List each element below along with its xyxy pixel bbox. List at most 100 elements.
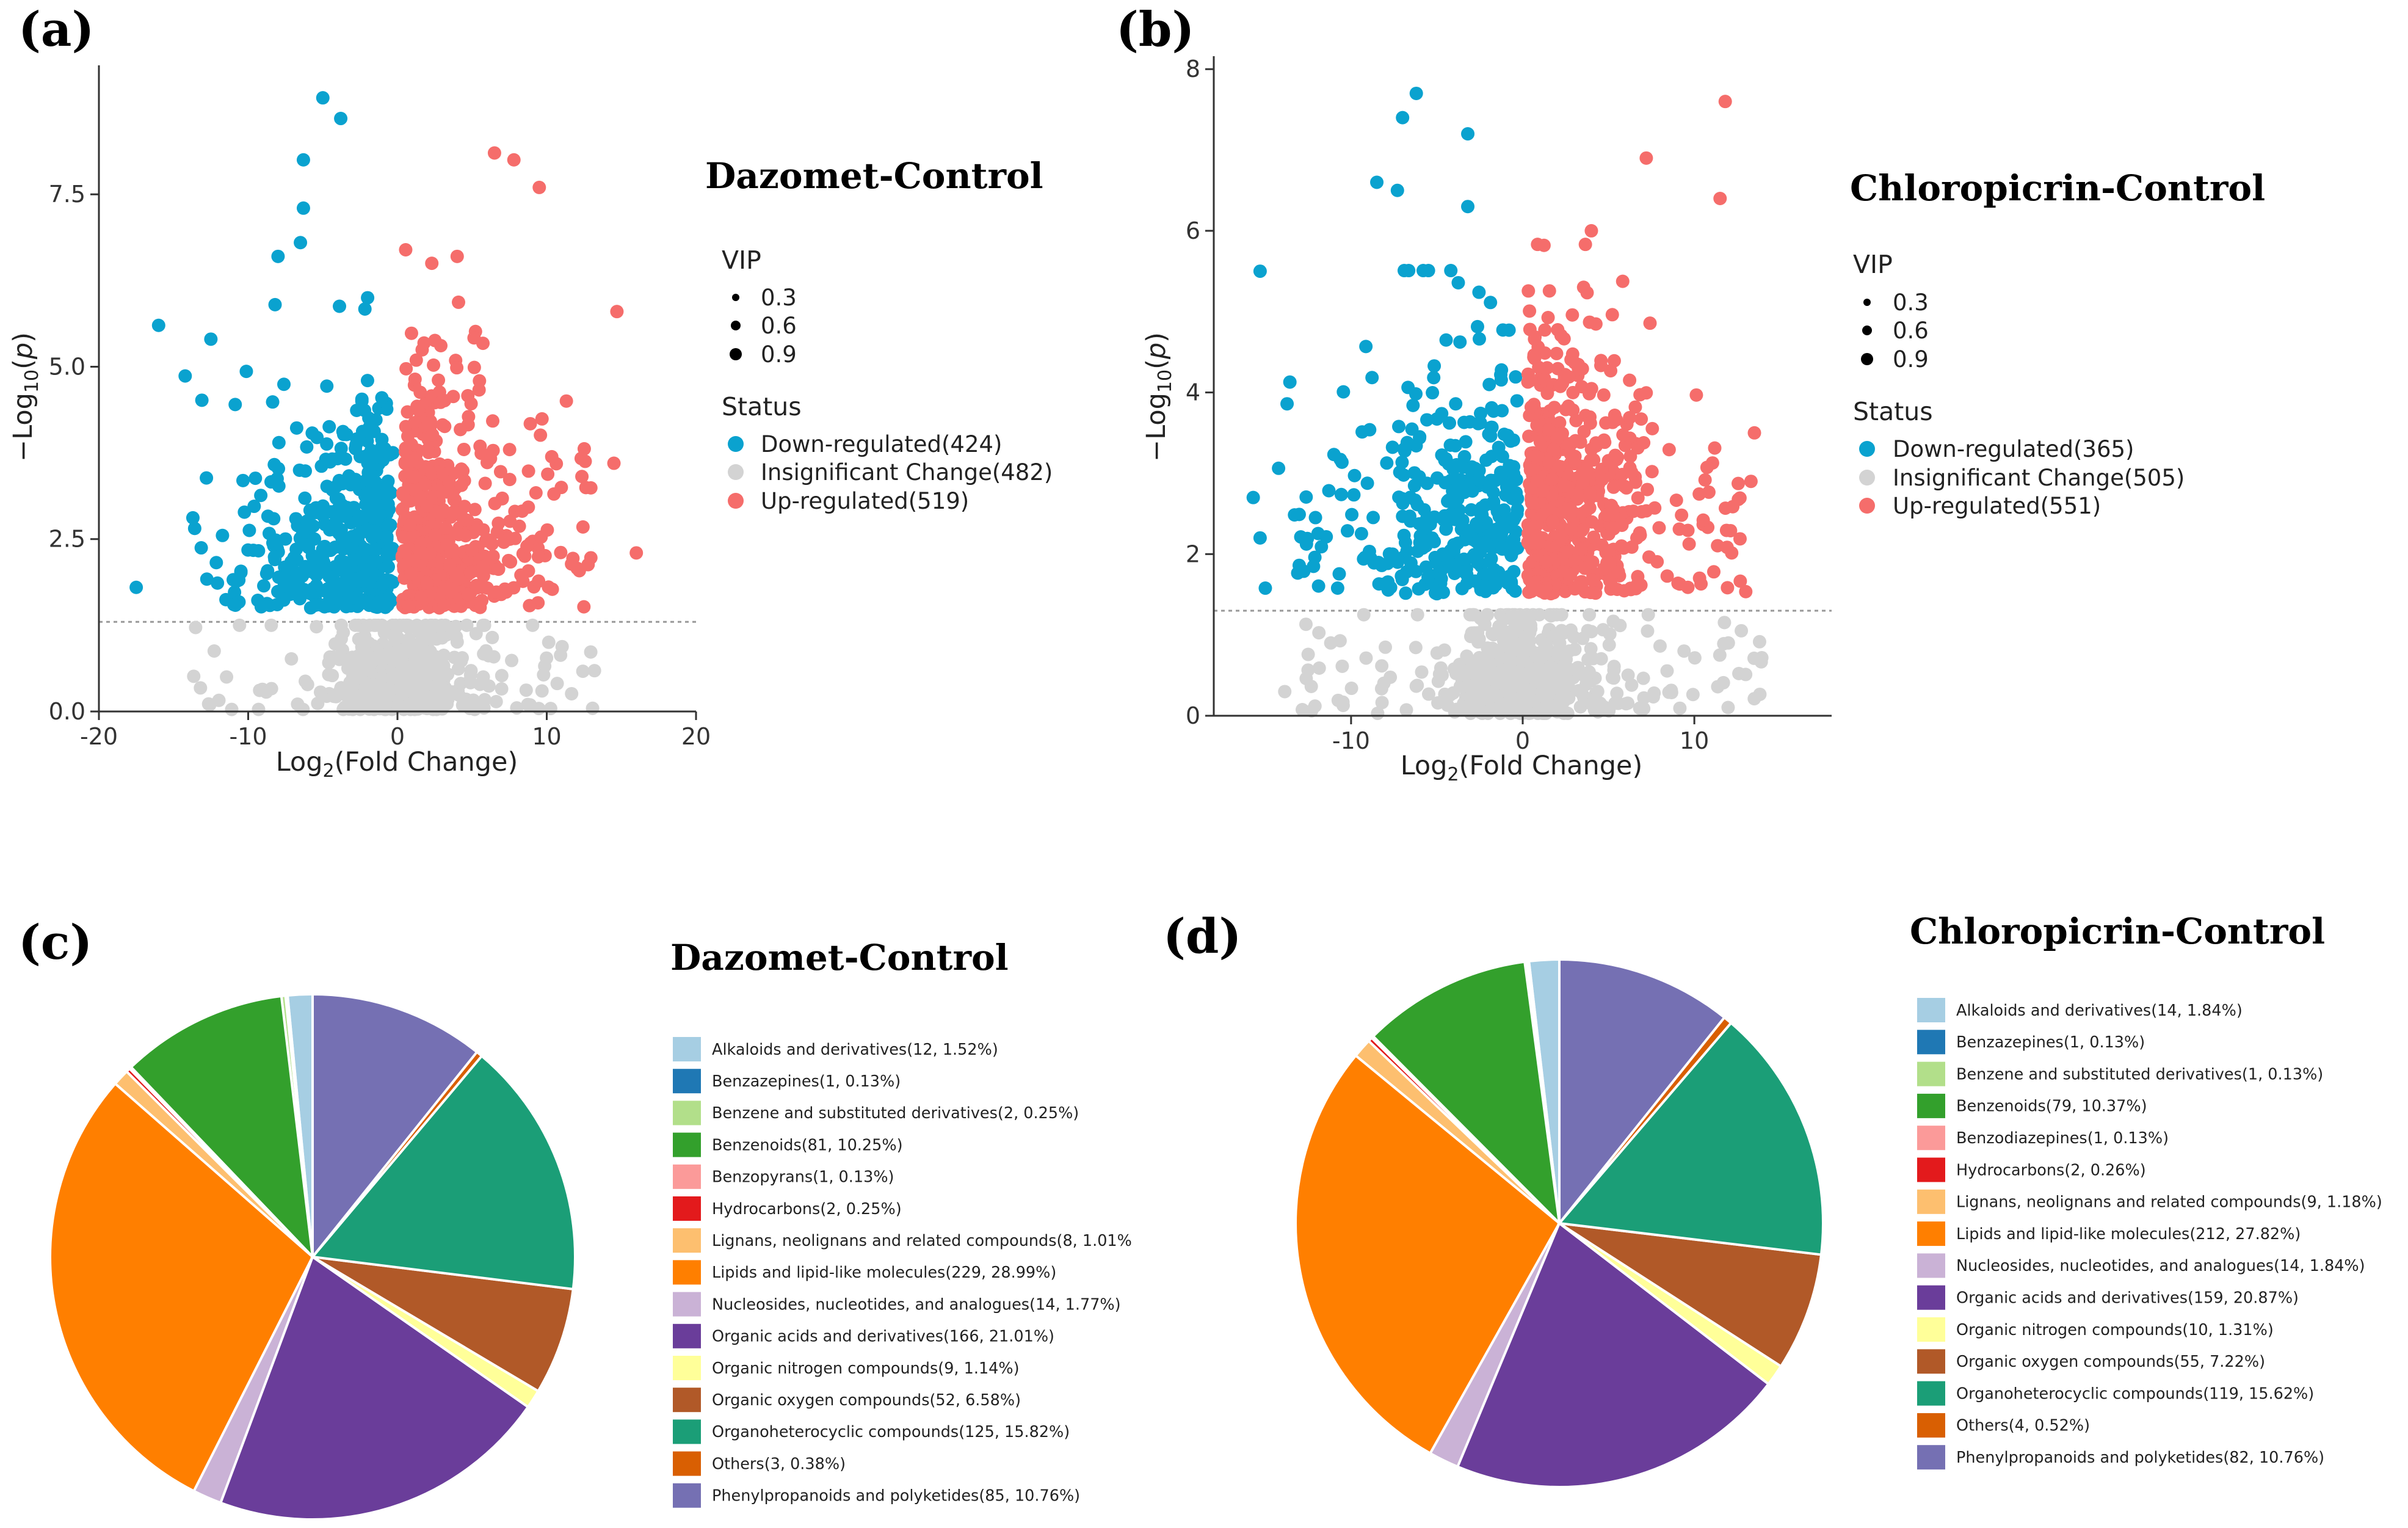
legend-label: Phenylpropanoids and polyketides(82, 10.… [1956, 1449, 2324, 1467]
up-regulated-point [1532, 360, 1546, 374]
pie-slice [1294, 1053, 1561, 1455]
up-regulated-point [1568, 456, 1582, 470]
insignificant-point [1301, 663, 1315, 677]
insignificant-point [327, 689, 341, 703]
up-regulated-point [472, 383, 486, 397]
up-regulated-point [1605, 522, 1619, 536]
insignificant-point [1434, 661, 1448, 675]
down-regulated-point [1283, 375, 1297, 389]
insignificant-point [1399, 703, 1413, 717]
up-regulated-point [1553, 416, 1567, 430]
down-regulated-point [316, 499, 330, 513]
up-regulated-point [1566, 403, 1580, 417]
up-regulated-point [554, 545, 568, 559]
up-regulated-point [1645, 465, 1659, 479]
up-regulated-point [1598, 435, 1612, 449]
up-regulated-point [1609, 413, 1623, 427]
insignificant-point [550, 677, 564, 691]
insignificant-point [1493, 654, 1507, 668]
insignificant-point [375, 671, 389, 685]
up-regulated-point [420, 499, 434, 513]
insignificant-point [1496, 613, 1510, 627]
down-regulated-point [1507, 492, 1521, 506]
up-regulated-point [1583, 486, 1597, 500]
insignificant-point [1496, 633, 1510, 647]
down-regulated-point [350, 404, 364, 418]
up-regulated-point [1648, 501, 1662, 515]
down-regulated-point [1494, 373, 1508, 387]
up-regulated-point [408, 415, 422, 429]
down-regulated-point [1496, 517, 1510, 531]
pie-slice [1558, 958, 1727, 1227]
down-regulated-point [1416, 541, 1430, 555]
y-tick-label: 0 [1186, 702, 1200, 729]
insignificant-point [482, 679, 496, 693]
up-regulated-point [426, 427, 440, 442]
up-regulated-point [497, 535, 511, 549]
up-regulated-point [1718, 95, 1732, 109]
chart-title-a: Dazomet-Control [705, 155, 1043, 197]
up-regulated-point [1556, 376, 1570, 390]
pie-chart-d: Chloropicrin-Control Alkaloids and deriv… [1294, 911, 2382, 1488]
up-regulated-point [508, 531, 522, 545]
insignificant-point [477, 647, 491, 661]
legend-label: Benzodiazepines(1, 0.13%) [1956, 1129, 2169, 1148]
legend-label: Lignans, neolignans and related compound… [1956, 1193, 2382, 1212]
down-regulated-point [211, 576, 225, 590]
down-regulated-point [1253, 531, 1267, 545]
up-regulated-point [452, 528, 466, 542]
insignificant-point [1602, 638, 1616, 652]
insignificant-point [485, 630, 499, 644]
up-regulated-point [467, 360, 481, 374]
insignificant-point [1636, 671, 1650, 685]
down-regulated-point [1509, 473, 1523, 487]
insignificant-point [576, 664, 590, 679]
down-regulated-point [287, 551, 301, 566]
down-regulated-point [1427, 371, 1441, 385]
down-regulated-point [355, 392, 369, 406]
up-regulated-point [576, 520, 590, 534]
up-regulated-point [1569, 413, 1583, 427]
up-regulated-point [1573, 435, 1587, 449]
insignificant-point [1539, 707, 1553, 721]
down-regulated-point [1395, 455, 1409, 469]
legend-label: Benzenoids(79, 10.37%) [1956, 1097, 2147, 1116]
down-regulated-point [290, 566, 304, 580]
up-regulated-point [1616, 274, 1630, 288]
up-regulated-point [1633, 528, 1647, 542]
up-regulated-point [523, 417, 537, 431]
insignificant-point [526, 618, 540, 632]
down-regulated-point [380, 545, 394, 559]
up-regulated-point [529, 486, 543, 500]
down-regulated-point [1434, 572, 1448, 586]
down-regulated-point [1509, 370, 1523, 384]
up-regulated-point [1643, 316, 1657, 330]
up-regulated-point [520, 539, 534, 553]
down-regulated-point [375, 577, 390, 591]
legend-label: Hydrocarbons(2, 0.26%) [1956, 1161, 2146, 1179]
insignificant-point [1467, 658, 1481, 672]
up-regulated-point [404, 567, 418, 581]
up-regulated-point [1584, 224, 1598, 238]
down-regulated-point [1443, 544, 1457, 558]
legend-c: Alkaloids and derivatives(12, 1.52%) Benz… [673, 1037, 1132, 1508]
insignificant-point [587, 664, 601, 678]
up-regulated-point [1625, 465, 1639, 479]
pie-slice [311, 1256, 575, 1393]
down-regulated-point [277, 579, 291, 593]
down-regulated-point [1474, 406, 1488, 420]
insignificant-point [1594, 652, 1608, 666]
insignificant-point [1721, 700, 1735, 715]
insignificant-point [1410, 679, 1424, 693]
up-regulated-point [507, 153, 521, 167]
up-regulated-point [1583, 315, 1597, 329]
up-regulated-point [1586, 555, 1600, 569]
legend-down-marker-b [1859, 441, 1875, 457]
insignificant-point [1625, 678, 1639, 692]
down-regulated-point [1365, 371, 1379, 385]
legend-vip-1-b: 0.6 [1893, 318, 1929, 344]
down-regulated-point [380, 530, 394, 544]
down-regulated-point [1451, 508, 1465, 522]
up-regulated-point [473, 600, 487, 614]
up-regulated-point [457, 442, 471, 456]
